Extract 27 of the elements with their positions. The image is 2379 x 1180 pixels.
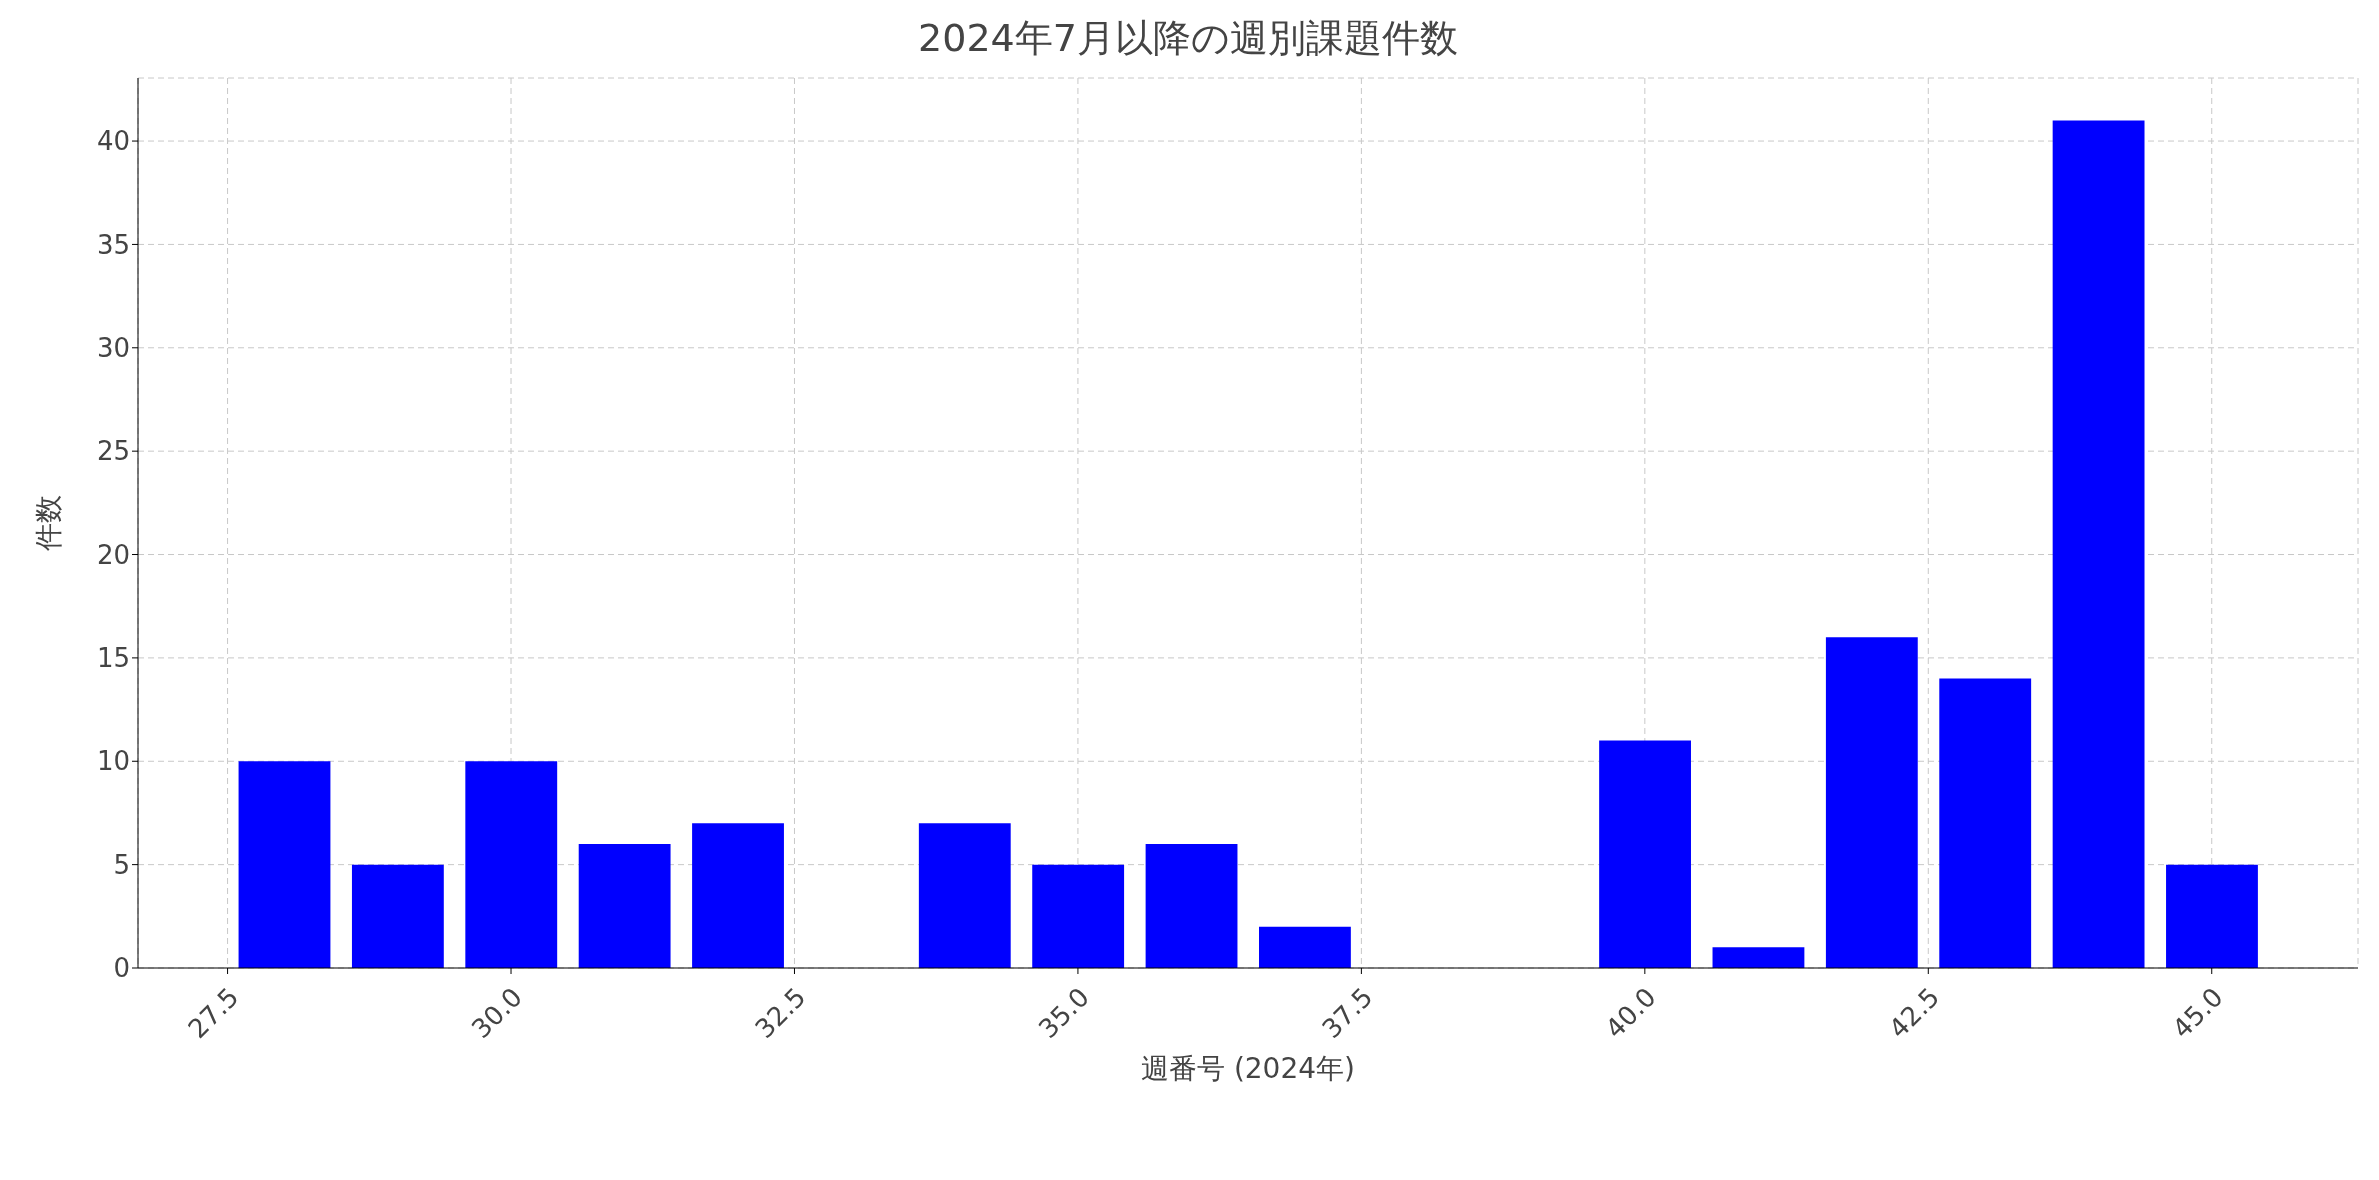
bar xyxy=(1145,843,1238,968)
bar xyxy=(2166,864,2258,968)
y-tick-label: 0 xyxy=(113,953,130,984)
bar xyxy=(465,761,558,968)
y-tick-label: 30 xyxy=(96,333,130,364)
bar xyxy=(238,761,331,968)
y-tick-label: 20 xyxy=(96,539,130,570)
y-tick-label: 5 xyxy=(113,849,130,880)
x-axis-title: 週番号 (2024年) xyxy=(1140,1052,1356,1085)
bar xyxy=(1032,864,1125,968)
bar xyxy=(578,843,671,968)
bar xyxy=(351,864,444,968)
bar xyxy=(1259,926,1351,968)
bar xyxy=(2052,120,2145,968)
bar xyxy=(918,823,1011,968)
chart-title: 2024年7月以降の週別課題件数 xyxy=(917,15,1459,62)
y-tick-label: 40 xyxy=(96,126,130,157)
bar xyxy=(1939,678,2032,968)
y-tick-label: 10 xyxy=(96,746,130,777)
y-tick-label: 35 xyxy=(96,229,130,260)
y-tick-label: 25 xyxy=(96,436,130,467)
bar xyxy=(1599,740,1691,968)
bar xyxy=(1712,947,1805,968)
y-tick-label: 15 xyxy=(96,643,130,674)
y-axis-title: 件数 xyxy=(31,495,65,551)
bar xyxy=(1825,637,1918,968)
bar xyxy=(692,823,784,968)
